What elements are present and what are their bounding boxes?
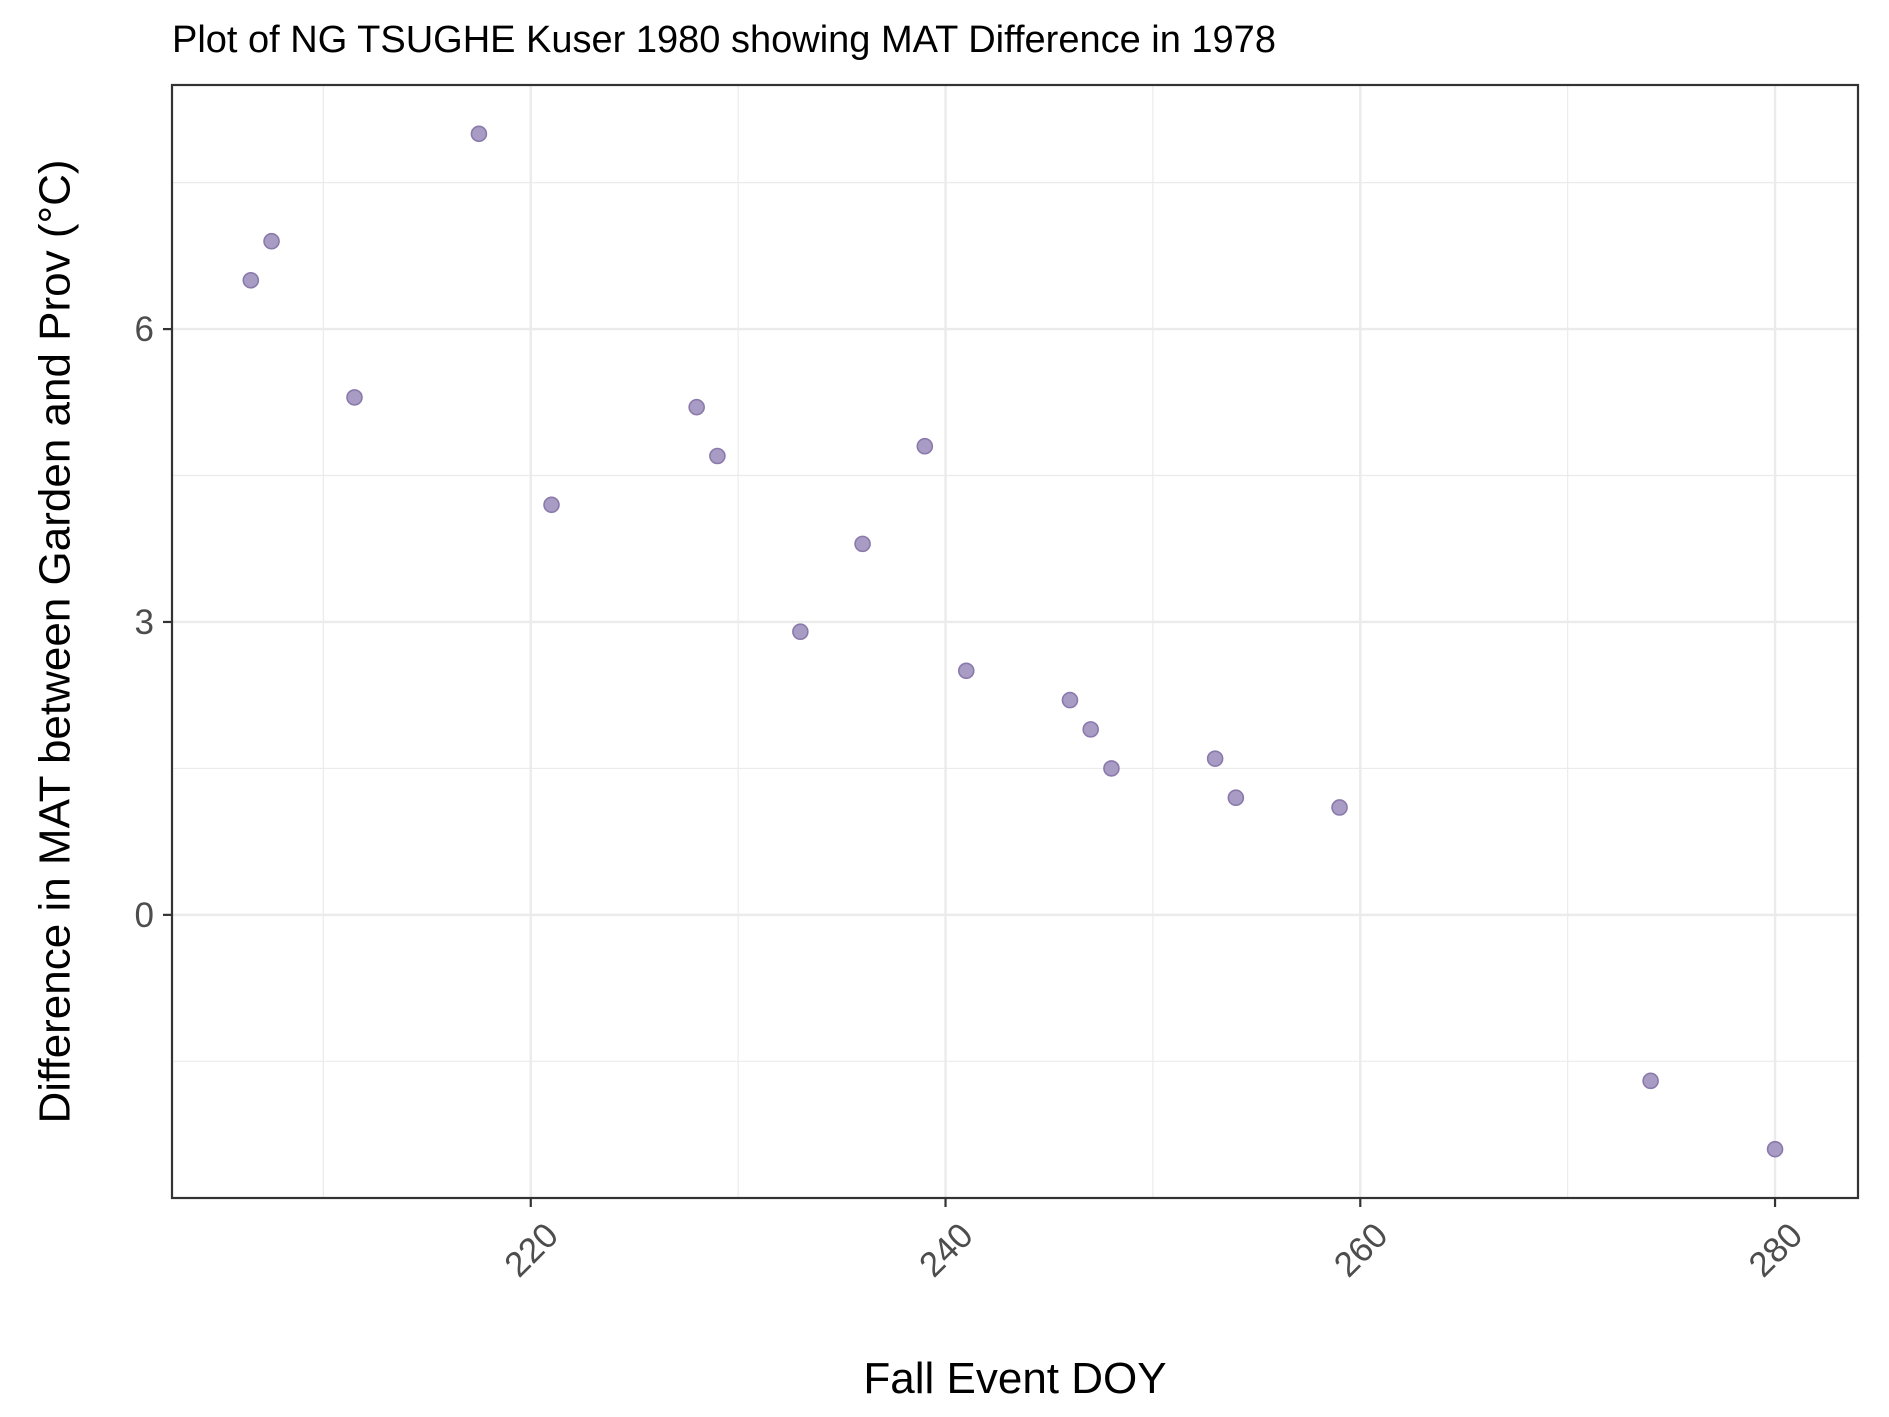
x-tick-label: 240 <box>912 1216 981 1285</box>
data-point <box>916 437 934 455</box>
x-tick-label: 280 <box>1741 1216 1810 1285</box>
data-point <box>1766 1140 1784 1158</box>
plot-panel-border <box>170 83 1860 1200</box>
data-point <box>242 271 260 289</box>
grid-lines <box>172 85 1858 1198</box>
y-tick-label: 3 <box>135 603 154 642</box>
chart-title: Plot of NG TSUGHE Kuser 1980 showing MAT… <box>172 19 1276 61</box>
x-tick-label: 260 <box>1327 1216 1396 1285</box>
data-point <box>1227 789 1245 807</box>
y-tick-label: 6 <box>135 310 154 349</box>
axis-ticks: 220 240 260 280 0 3 6 <box>135 310 1811 1284</box>
data-point <box>1103 760 1120 777</box>
data-point <box>957 662 975 680</box>
data-point <box>263 232 280 250</box>
data-point <box>1331 799 1348 816</box>
data-point <box>709 447 726 465</box>
x-tick-label: 220 <box>497 1216 566 1285</box>
data-points <box>242 125 1784 1158</box>
data-point <box>854 535 871 553</box>
data-point <box>792 623 809 641</box>
x-axis-title: Fall Event DOY <box>863 1354 1166 1403</box>
data-point <box>1061 691 1079 709</box>
data-point <box>1082 721 1099 738</box>
y-axis-title: Difference in MAT between Garden and Pro… <box>31 159 80 1123</box>
data-point <box>543 496 560 514</box>
y-tick-label: 0 <box>135 896 154 935</box>
data-point <box>1642 1072 1659 1090</box>
data-point <box>346 389 363 406</box>
data-point <box>470 125 488 143</box>
data-point <box>1206 750 1224 767</box>
data-point <box>688 398 705 416</box>
